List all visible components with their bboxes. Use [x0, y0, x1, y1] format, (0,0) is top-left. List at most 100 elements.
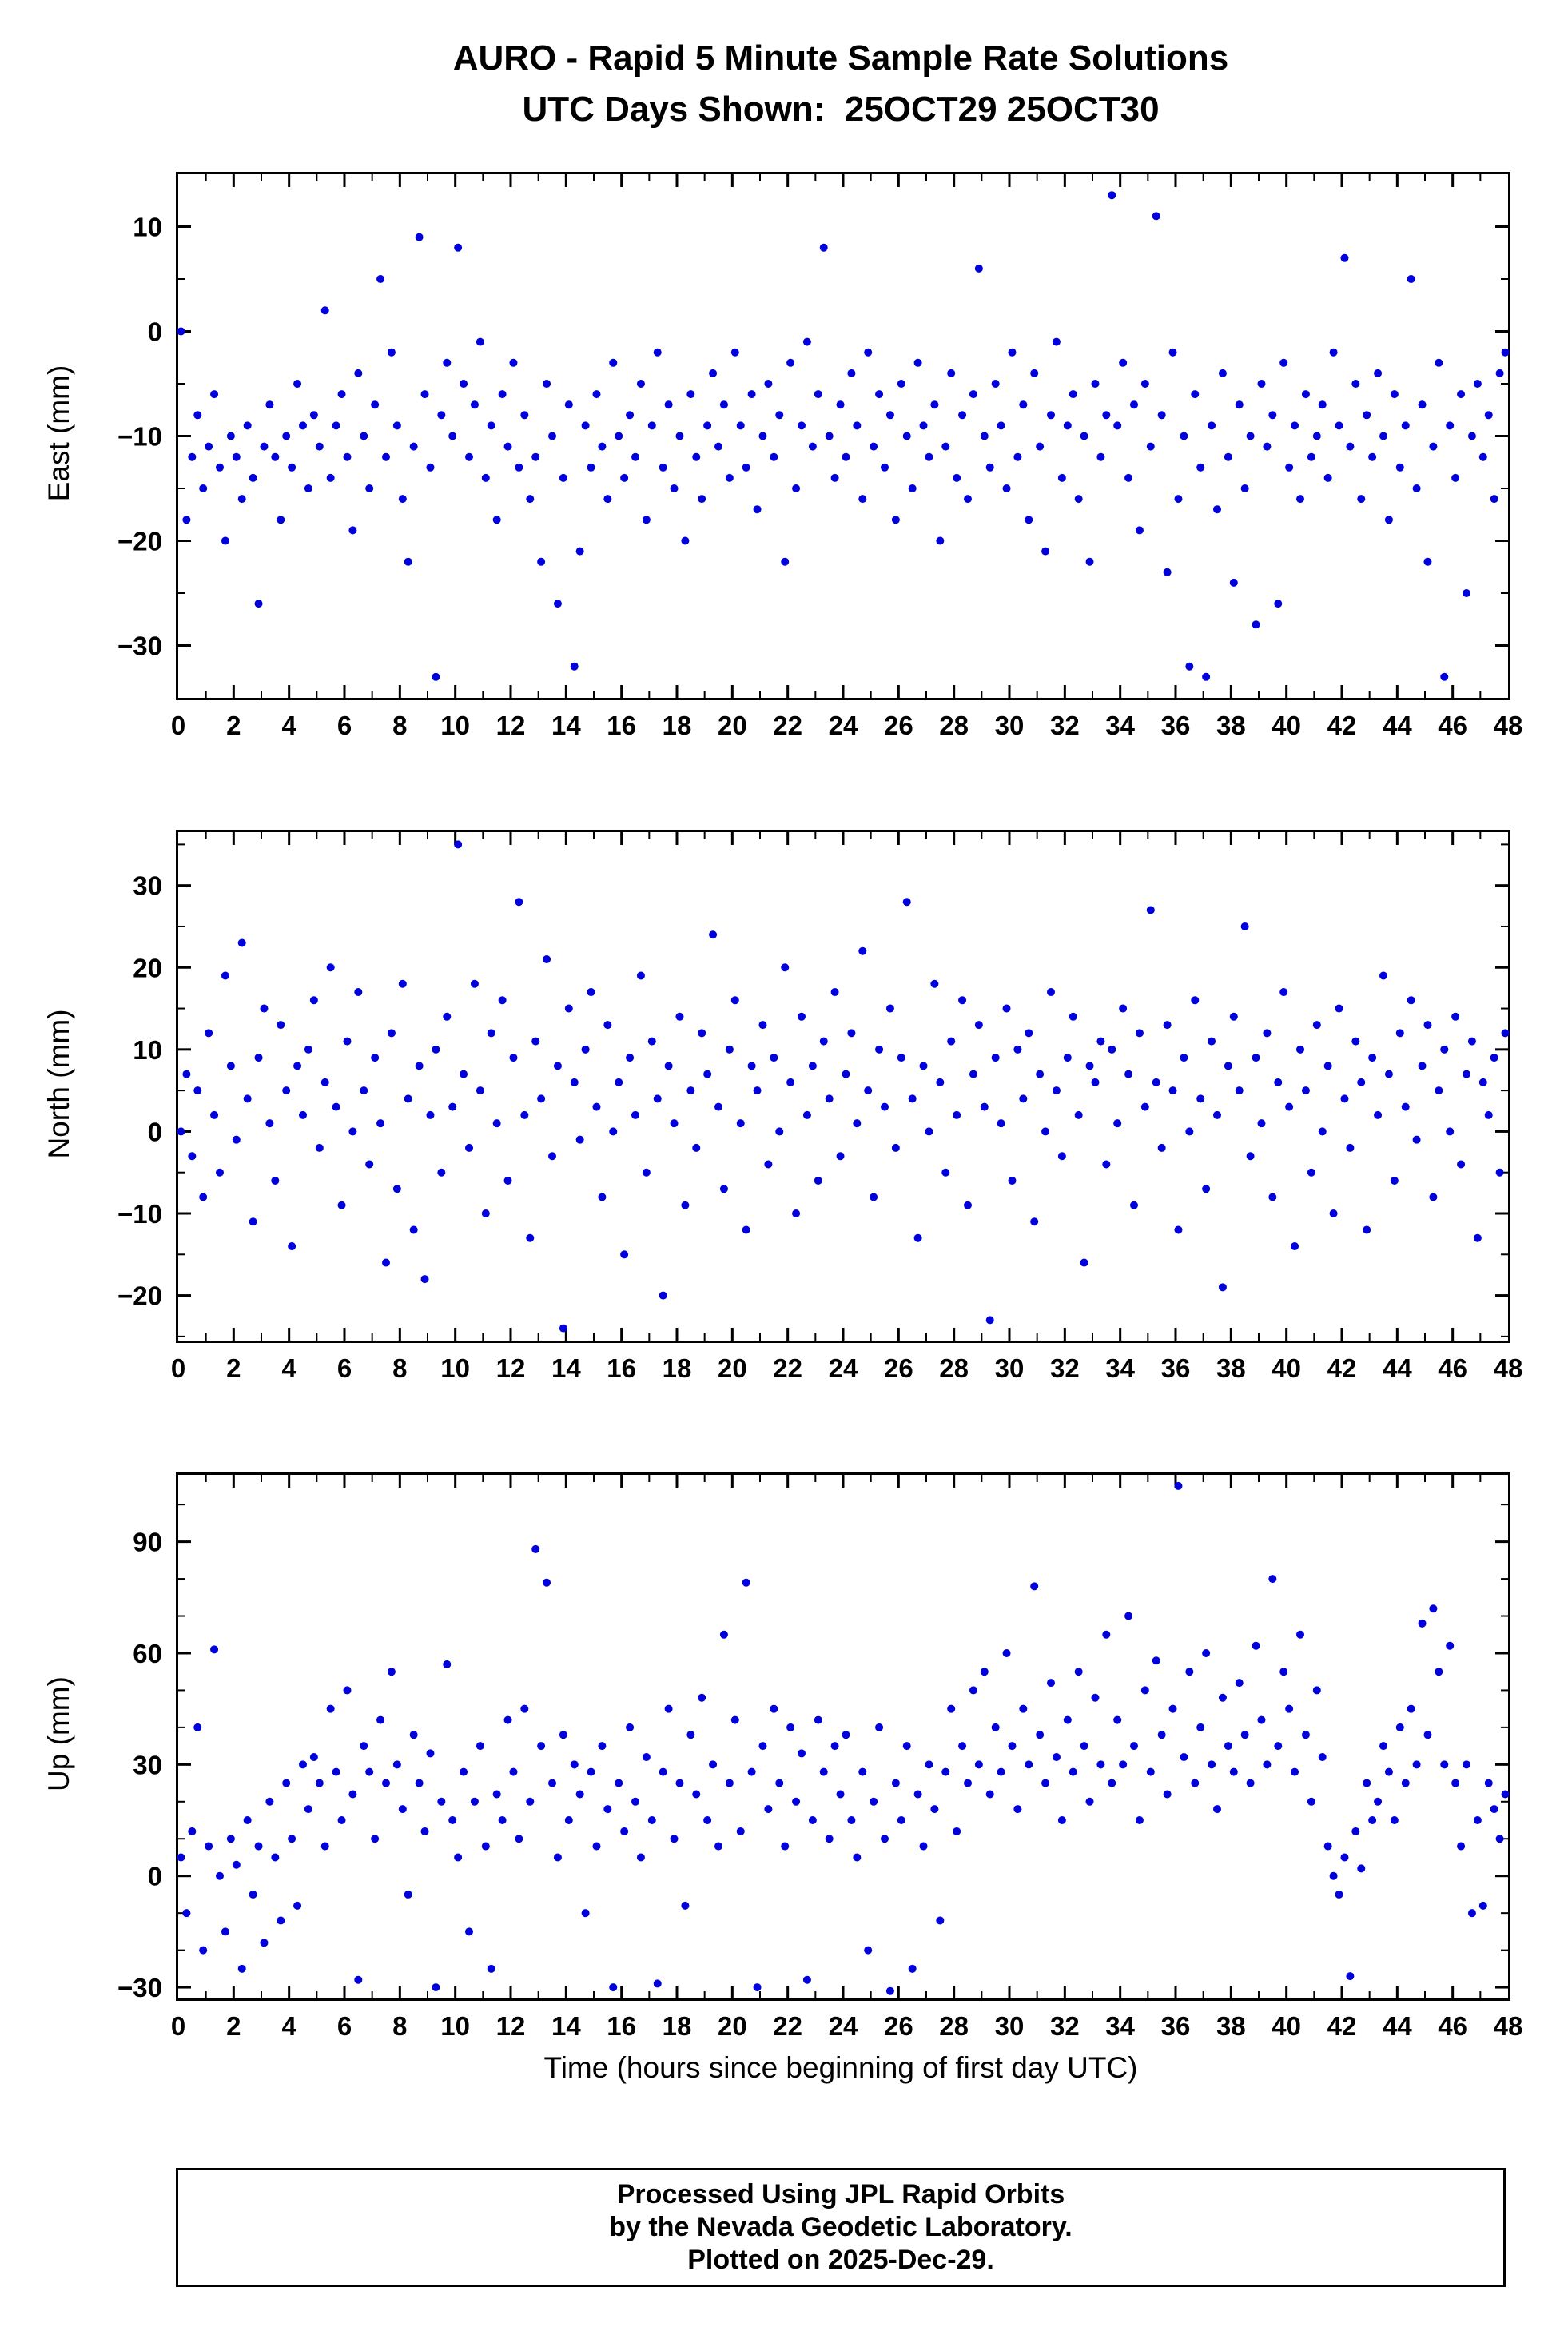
svg-text:46: 46	[1438, 1353, 1467, 1383]
svg-text:−20: −20	[117, 527, 162, 556]
svg-text:20: 20	[133, 953, 162, 982]
svg-text:28: 28	[939, 711, 969, 740]
svg-text:38: 38	[1216, 2011, 1246, 2041]
svg-text:22: 22	[773, 711, 802, 740]
svg-text:34: 34	[1105, 2011, 1135, 2041]
svg-text:−20: −20	[117, 1281, 162, 1311]
svg-text:14: 14	[551, 2011, 581, 2041]
svg-text:−30: −30	[117, 1973, 162, 2002]
north-panel: 0 2 4 6 8 10 12 14 16 18 20 22 24 26 28 30 32 34 36 38 40 42 4…	[117, 830, 1522, 1383]
up-scatter-plot: 0 2 4 6 8 10 12 14 16 18 20 22 24 26 28 30 32 34 36 38 40 42 4…	[117, 1475, 1522, 2041]
svg-text:40: 40	[1272, 2011, 1301, 2041]
svg-text:28: 28	[939, 2011, 969, 2041]
svg-text:18: 18	[663, 1353, 692, 1383]
svg-text:38: 38	[1216, 1353, 1246, 1383]
north-axis-label: North (mm)	[42, 1009, 75, 1159]
svg-text:22: 22	[773, 2011, 802, 2041]
svg-text:0: 0	[148, 1117, 162, 1146]
up-axis-label: Up (mm)	[42, 1676, 75, 1791]
svg-text:44: 44	[1383, 2011, 1412, 2041]
svg-text:10: 10	[440, 711, 470, 740]
svg-text:32: 32	[1050, 2011, 1080, 2041]
svg-text:16: 16	[607, 2011, 636, 2041]
svg-text:8: 8	[392, 711, 407, 740]
svg-text:16: 16	[607, 711, 636, 740]
svg-text:48: 48	[1494, 711, 1523, 740]
footer-line-2: by the Nevada Geodetic Laboratory.	[609, 2212, 1073, 2242]
svg-text:46: 46	[1438, 711, 1467, 740]
svg-text:0: 0	[148, 317, 162, 347]
svg-text:36: 36	[1161, 711, 1191, 740]
east-scatter-plot: 0 2 4 6 8 10 12 14 16 18 20 22 24 26 28 30 32 34 36 38 40 42 4…	[117, 174, 1522, 740]
svg-text:10: 10	[133, 1035, 162, 1065]
svg-text:34: 34	[1105, 711, 1135, 740]
svg-text:30: 30	[133, 871, 162, 901]
svg-text:60: 60	[133, 1639, 162, 1668]
svg-text:2: 2	[226, 711, 241, 740]
svg-text:12: 12	[496, 2011, 526, 2041]
svg-text:6: 6	[337, 2011, 352, 2041]
east-panel: 0 2 4 6 8 10 12 14 16 18 20 22 24 26 28 30 32 34 36 38 40 42 4…	[117, 172, 1522, 740]
svg-text:10: 10	[440, 1353, 470, 1383]
svg-text:−10: −10	[117, 422, 162, 452]
svg-text:32: 32	[1050, 711, 1080, 740]
svg-text:22: 22	[773, 1353, 802, 1383]
svg-text:6: 6	[337, 711, 352, 740]
x-axis-label: Time (hours since beginning of first day…	[543, 2051, 1138, 2084]
svg-text:4: 4	[281, 1353, 296, 1383]
svg-text:40: 40	[1272, 711, 1301, 740]
svg-text:42: 42	[1327, 1353, 1357, 1383]
svg-text:48: 48	[1494, 1353, 1523, 1383]
east-axis-label: East (mm)	[42, 365, 75, 502]
svg-text:44: 44	[1383, 1353, 1412, 1383]
svg-text:90: 90	[133, 1528, 162, 1557]
svg-text:18: 18	[663, 2011, 692, 2041]
svg-text:24: 24	[829, 2011, 858, 2041]
svg-text:16: 16	[607, 1353, 636, 1383]
svg-text:46: 46	[1438, 2011, 1467, 2041]
svg-text:8: 8	[392, 2011, 407, 2041]
svg-text:42: 42	[1327, 711, 1357, 740]
up-panel: 0 2 4 6 8 10 12 14 16 18 20 22 24 26 28 30 32 34 36 38 40 42 4…	[117, 1472, 1522, 2041]
svg-text:48: 48	[1494, 2011, 1523, 2041]
svg-text:0: 0	[171, 1353, 185, 1383]
svg-text:20: 20	[718, 2011, 747, 2041]
svg-text:36: 36	[1161, 2011, 1191, 2041]
page-subtitle: UTC Days Shown: 25OCT29 25OCT30	[522, 90, 1160, 129]
north-scatter-plot: 0 2 4 6 8 10 12 14 16 18 20 22 24 26 28 30 32 34 36 38 40 42 4…	[117, 832, 1522, 1383]
svg-text:26: 26	[884, 2011, 913, 2041]
page-title: AURO - Rapid 5 Minute Sample Rate Soluti…	[452, 38, 1229, 78]
svg-text:42: 42	[1327, 2011, 1357, 2041]
svg-text:34: 34	[1105, 1353, 1135, 1383]
svg-text:−10: −10	[117, 1199, 162, 1229]
footer-line-1: Processed Using JPL Rapid Orbits	[616, 2179, 1065, 2210]
svg-text:12: 12	[496, 1353, 526, 1383]
svg-text:8: 8	[392, 1353, 407, 1383]
svg-text:12: 12	[496, 711, 526, 740]
svg-text:24: 24	[829, 1353, 858, 1383]
svg-text:20: 20	[718, 1353, 747, 1383]
svg-text:30: 30	[995, 1353, 1025, 1383]
svg-text:0: 0	[148, 1862, 162, 1891]
svg-text:20: 20	[718, 711, 747, 740]
svg-text:44: 44	[1383, 711, 1412, 740]
svg-text:40: 40	[1272, 1353, 1301, 1383]
footer-line-3: Plotted on 2025-Dec-29.	[687, 2245, 994, 2275]
svg-text:30: 30	[133, 1750, 162, 1779]
svg-text:26: 26	[884, 711, 913, 740]
svg-text:10: 10	[440, 2011, 470, 2041]
svg-text:14: 14	[551, 1353, 581, 1383]
svg-text:30: 30	[995, 711, 1025, 740]
svg-text:2: 2	[226, 2011, 241, 2041]
svg-text:0: 0	[171, 2011, 185, 2041]
svg-text:30: 30	[995, 2011, 1025, 2041]
footer-box: Processed Using JPL Rapid Orbits by the …	[176, 2168, 1506, 2287]
svg-text:36: 36	[1161, 1353, 1191, 1383]
svg-text:4: 4	[281, 711, 296, 740]
svg-text:24: 24	[829, 711, 858, 740]
svg-text:38: 38	[1216, 711, 1246, 740]
svg-text:6: 6	[337, 1353, 352, 1383]
svg-text:28: 28	[939, 1353, 969, 1383]
svg-text:−30: −30	[117, 632, 162, 661]
